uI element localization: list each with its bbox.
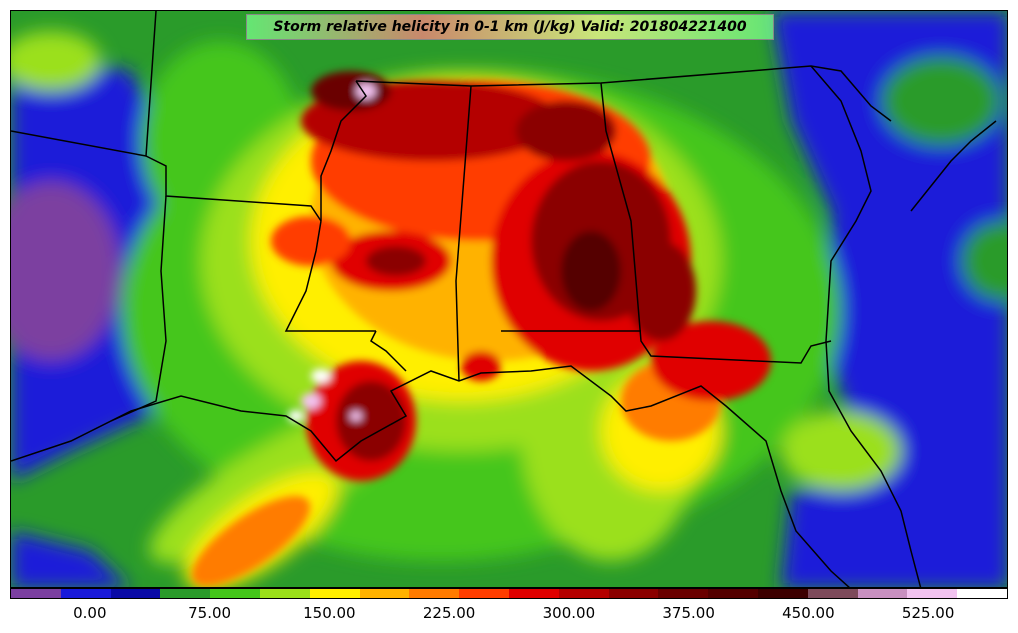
colorbar-segment bbox=[957, 589, 1007, 598]
colorbar-tick-label: 375.00 bbox=[662, 604, 715, 622]
colorbar-tick-label: 150.00 bbox=[303, 604, 356, 622]
colorbar-segment bbox=[708, 589, 758, 598]
colorbar-segment bbox=[160, 589, 211, 598]
map-title: Storm relative helicity in 0-1 km (J/kg)… bbox=[273, 19, 747, 35]
colorbar-segment bbox=[309, 589, 360, 598]
colorbar-segment bbox=[558, 589, 609, 598]
colorbar-segment bbox=[608, 589, 659, 598]
colorbar bbox=[10, 588, 1008, 599]
coastline bbox=[11, 365, 850, 587]
boundary-line bbox=[370, 330, 407, 372]
colorbar-segment bbox=[359, 589, 410, 598]
colorbar-tick-label: 450.00 bbox=[782, 604, 835, 622]
map-title-box: Storm relative helicity in 0-1 km (J/kg)… bbox=[246, 14, 774, 40]
coastline bbox=[810, 65, 922, 587]
colorbar-segment bbox=[857, 589, 908, 598]
colorbar-segment bbox=[757, 589, 808, 598]
boundary-line bbox=[284, 220, 376, 332]
colorbar-segment bbox=[110, 589, 161, 598]
boundary-line bbox=[455, 85, 472, 382]
colorbar-segment bbox=[658, 589, 709, 598]
colorbar-segment bbox=[807, 589, 858, 598]
colorbar-segment bbox=[409, 589, 460, 598]
colorbar-segment bbox=[11, 589, 61, 598]
colorbar-tick-label: 525.00 bbox=[901, 604, 955, 622]
boundary-line bbox=[600, 82, 832, 364]
colorbar-segment bbox=[508, 589, 559, 598]
colorbar-segment bbox=[259, 589, 310, 598]
colorbar-tick-label: 225.00 bbox=[422, 604, 476, 622]
colorbar-segment bbox=[459, 589, 509, 598]
coastline bbox=[910, 120, 997, 212]
colorbar-segment bbox=[907, 589, 958, 598]
helicity-field-high bbox=[191, 71, 771, 587]
colorbar-tick-label: 75.00 bbox=[188, 604, 232, 622]
colorbar-segment bbox=[60, 589, 111, 598]
helicity-map bbox=[11, 11, 1007, 587]
map-panel bbox=[10, 10, 1008, 588]
boundaries bbox=[11, 11, 997, 587]
river-boundary bbox=[320, 80, 367, 221]
colorbar-tick-label: 0.00 bbox=[73, 604, 107, 622]
colorbar-segment bbox=[210, 589, 260, 598]
colorbar-tick-label: 300.00 bbox=[542, 604, 596, 622]
